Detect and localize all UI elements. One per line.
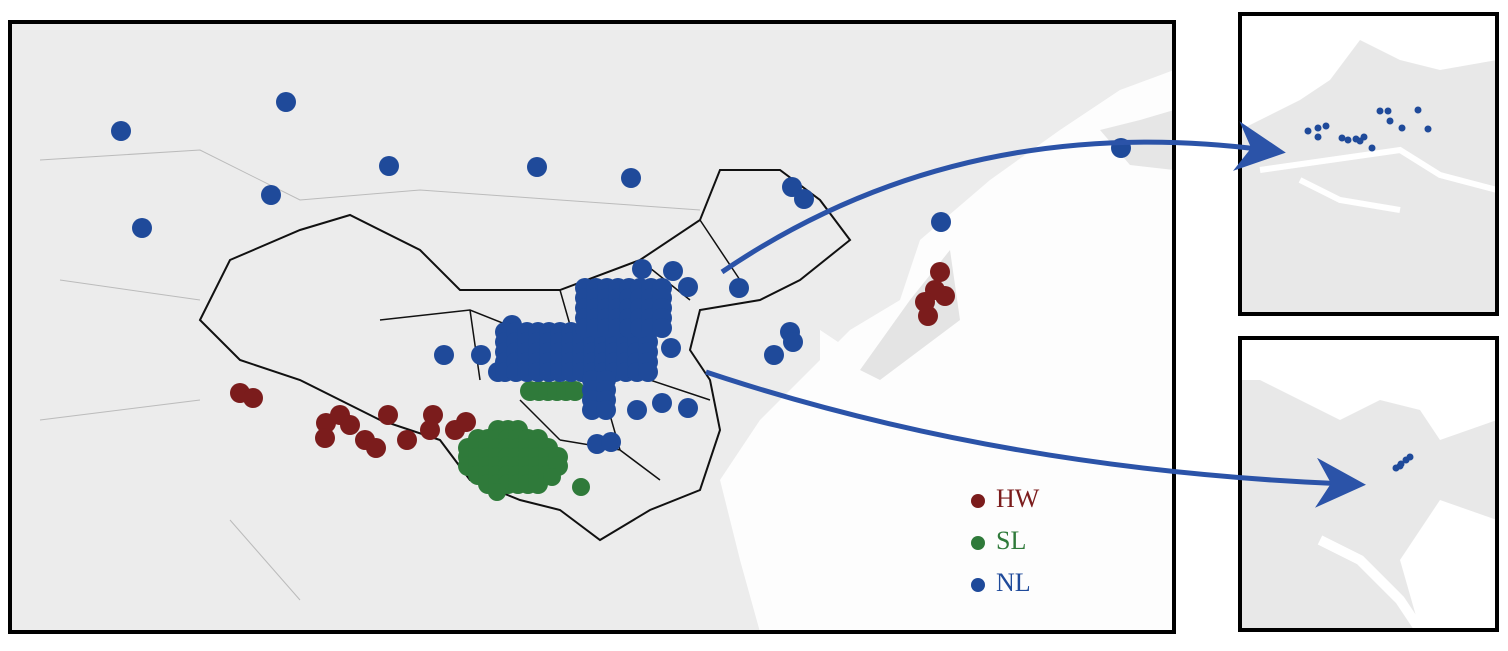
site-dot xyxy=(1384,107,1392,115)
site-dot xyxy=(543,468,561,486)
main-map xyxy=(8,20,1176,634)
site-dot xyxy=(243,388,263,408)
arrow-europe xyxy=(720,121,1286,275)
site-dot xyxy=(661,338,681,358)
site-dot xyxy=(423,405,443,425)
site-dot xyxy=(397,430,417,450)
site-dot xyxy=(572,478,590,496)
site-dot xyxy=(596,400,616,420)
legend-label: HW xyxy=(996,484,1040,513)
site-dot xyxy=(794,189,814,209)
site-dot xyxy=(340,415,360,435)
site-dot xyxy=(601,432,621,452)
site-dot xyxy=(261,185,281,205)
site-dot xyxy=(132,218,152,238)
site-dot xyxy=(471,345,491,365)
site-dot xyxy=(1368,144,1376,152)
site-dot xyxy=(935,286,955,306)
site-dot xyxy=(678,398,698,418)
site-dot xyxy=(652,318,672,338)
site-dot xyxy=(1314,124,1322,132)
site-dot xyxy=(764,345,784,365)
site-dot xyxy=(379,156,399,176)
site-dot xyxy=(1376,107,1384,115)
arrow-america xyxy=(705,369,1366,508)
site-dot xyxy=(111,121,131,141)
europe-inset xyxy=(1238,12,1499,316)
site-dot xyxy=(378,405,398,425)
site-dot xyxy=(582,400,602,420)
site-dot xyxy=(621,168,641,188)
site-dot xyxy=(366,438,386,458)
site-dot xyxy=(1406,453,1414,461)
site-dot xyxy=(565,381,585,401)
site-dot xyxy=(678,277,698,297)
site-dot xyxy=(1396,462,1404,470)
site-dot xyxy=(276,92,296,112)
legend-label: NL xyxy=(996,568,1031,597)
site-dot xyxy=(1398,124,1406,132)
legend-swatch xyxy=(971,536,985,550)
site-dot xyxy=(931,212,951,232)
site-dot xyxy=(663,261,683,281)
site-dot xyxy=(632,259,652,279)
site-dot xyxy=(1314,133,1322,141)
site-dots xyxy=(111,92,1131,501)
legend: HW SL NL xyxy=(971,484,1040,597)
site-dot xyxy=(456,412,476,432)
site-dot xyxy=(652,393,672,413)
site-dot xyxy=(527,157,547,177)
america-inset xyxy=(1238,336,1499,633)
site-dot xyxy=(915,292,935,312)
site-dot xyxy=(315,428,335,448)
site-dot xyxy=(1414,106,1422,114)
site-dot xyxy=(729,278,749,298)
site-dot xyxy=(627,400,647,420)
site-dot xyxy=(434,345,454,365)
legend-swatch xyxy=(971,578,985,592)
site-dot xyxy=(1424,125,1432,133)
site-dot xyxy=(930,262,950,282)
site-dot xyxy=(1386,117,1394,125)
site-dot xyxy=(1322,122,1330,130)
site-dot xyxy=(1304,127,1312,135)
legend-label: SL xyxy=(996,526,1026,555)
site-dot xyxy=(1338,134,1346,142)
site-dot xyxy=(783,332,803,352)
legend-swatch xyxy=(971,494,985,508)
site-dot xyxy=(488,483,506,501)
site-dot xyxy=(638,362,658,382)
site-dot xyxy=(1344,136,1352,144)
site-dot xyxy=(420,420,440,440)
site-dot xyxy=(1356,137,1364,145)
